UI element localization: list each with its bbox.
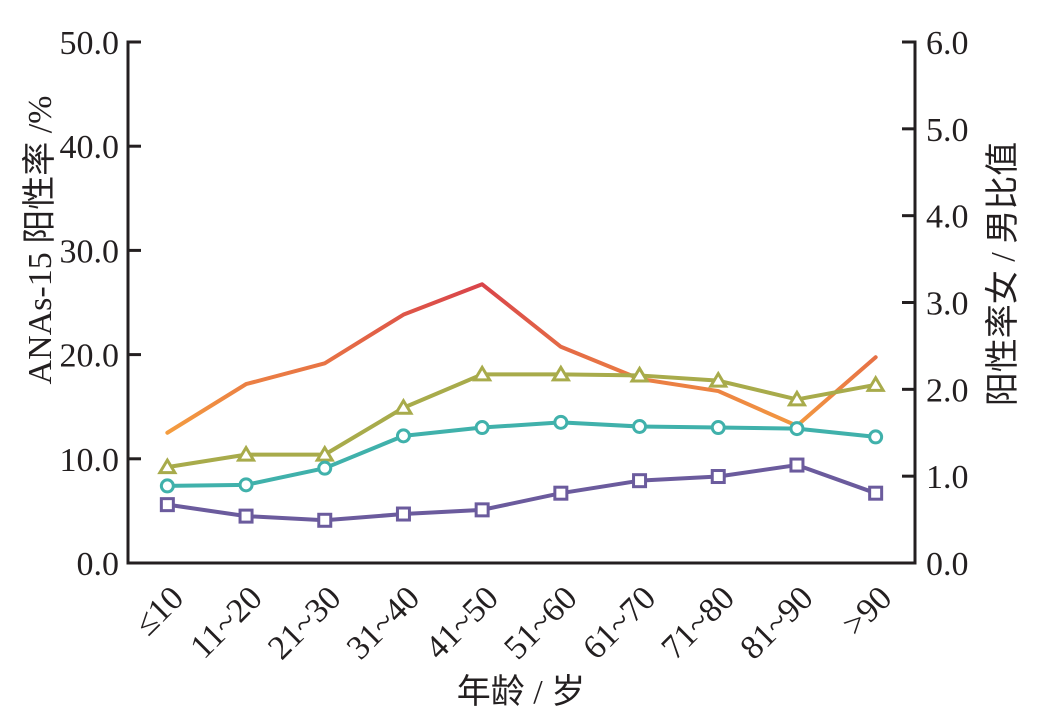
y-right-tick-label: 5.0	[926, 112, 969, 149]
y-left-tick-label: 30.0	[60, 233, 120, 270]
y-left-tick-label: 40.0	[60, 129, 120, 166]
y-right-tick-label: 1.0	[926, 459, 969, 496]
series-3-point	[553, 485, 569, 501]
y-left-tick-label: 20.0	[60, 338, 120, 375]
series-1-point	[235, 444, 257, 462]
x-tick-label: ≤10	[128, 579, 191, 642]
series-1-point	[314, 444, 335, 462]
series-4-line	[165, 282, 878, 435]
series-1-point	[629, 365, 650, 383]
series-2-point	[317, 460, 333, 476]
series-1-point	[865, 374, 886, 392]
series-3-point	[317, 512, 333, 528]
series-3-point	[395, 506, 411, 522]
series-2-point	[238, 477, 254, 493]
x-tick-label: 11~20	[183, 579, 269, 665]
series-3-point	[238, 508, 254, 524]
x-tick-label: 31~40	[340, 579, 427, 666]
series-2-point	[710, 420, 726, 436]
x-tick-label: 81~90	[733, 579, 820, 666]
y-right-tick-label: 3.0	[926, 286, 969, 323]
y-left-axis-title: ANAs-15 阳性率 /%	[21, 96, 59, 385]
series-3-point	[868, 485, 884, 501]
y-left-tick-label: 50.0	[60, 25, 120, 62]
series-2-point	[868, 429, 884, 445]
series-1-point	[157, 457, 178, 475]
y-right-tick-label: 0.0	[926, 546, 969, 583]
series-1-point	[472, 364, 493, 382]
series-3-point	[710, 469, 726, 485]
series-2-point	[632, 418, 648, 434]
series-2-point	[789, 421, 805, 437]
series-1-point	[786, 389, 808, 407]
x-tick-label: 41~50	[419, 579, 506, 666]
x-axis-title: 年龄 / 岁	[457, 673, 585, 711]
y-right-axis-title: 阳性率女 / 男比值	[984, 142, 1022, 406]
series-1-point	[550, 364, 571, 382]
series-1-point	[708, 370, 729, 388]
series-1-line	[165, 372, 878, 470]
series-2-point	[395, 428, 411, 444]
y-right-tick-label: 6.0	[926, 25, 969, 62]
series-1-point	[393, 397, 414, 415]
series-2-point	[159, 478, 175, 494]
y-left-tick-label: 10.0	[60, 442, 120, 479]
x-tick-label: 51~60	[497, 579, 584, 666]
series-3-point	[159, 497, 175, 513]
x-tick-label: 21~30	[261, 579, 348, 666]
series-3-point	[474, 502, 490, 518]
y-right-tick-label: 2.0	[926, 372, 969, 409]
series-2-point	[474, 420, 490, 436]
x-tick-label: >90	[836, 579, 900, 643]
series-markers	[157, 364, 886, 528]
y-right-tick-label: 4.0	[926, 199, 969, 236]
series-2-line	[165, 420, 878, 488]
series-3-line	[165, 463, 878, 523]
series-lines	[165, 282, 878, 523]
tick-labels: 0.0 10.0 20.0 30.0 40.0 50.0 0.0 1.0 2.0 3.0 4.0 5.…	[60, 25, 969, 667]
x-tick-label: 71~80	[655, 579, 742, 666]
x-tick-label: 61~70	[576, 579, 663, 666]
y-left-tick-label: 0.0	[77, 546, 120, 583]
axes	[126, 40, 917, 565]
series-2-point	[553, 414, 569, 430]
series-3-point	[789, 457, 805, 473]
series-3-point	[632, 473, 648, 489]
